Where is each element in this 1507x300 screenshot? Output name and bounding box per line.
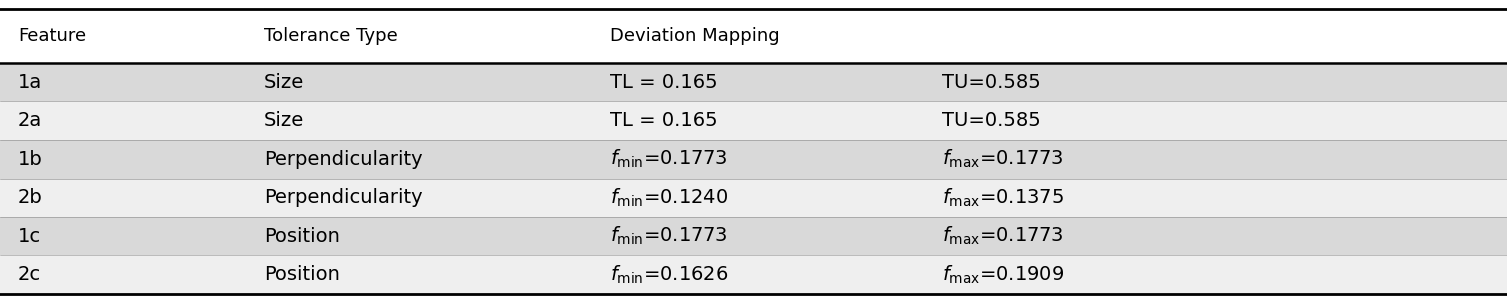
Text: Size: Size xyxy=(264,111,304,130)
Text: $f_{\rm max}$=0.1773: $f_{\rm max}$=0.1773 xyxy=(942,225,1064,248)
Bar xyxy=(0,9,1507,63)
Text: TU=0.585: TU=0.585 xyxy=(942,73,1041,92)
Bar xyxy=(0,217,1507,256)
Text: $f_{\rm min}$=0.1773: $f_{\rm min}$=0.1773 xyxy=(610,225,728,248)
Text: 1b: 1b xyxy=(18,150,42,169)
Bar xyxy=(0,256,1507,294)
Bar xyxy=(0,63,1507,101)
Bar xyxy=(0,101,1507,140)
Text: Feature: Feature xyxy=(18,27,86,45)
Text: TU=0.585: TU=0.585 xyxy=(942,111,1041,130)
Text: 2c: 2c xyxy=(18,265,41,284)
Text: Position: Position xyxy=(264,227,339,246)
Bar xyxy=(0,140,1507,178)
Text: Size: Size xyxy=(264,73,304,92)
Text: Tolerance Type: Tolerance Type xyxy=(264,27,398,45)
Text: $f_{\rm min}$=0.1773: $f_{\rm min}$=0.1773 xyxy=(610,148,728,170)
Text: TL = 0.165: TL = 0.165 xyxy=(610,111,717,130)
Text: 1a: 1a xyxy=(18,73,42,92)
Text: Perpendicularity: Perpendicularity xyxy=(264,188,422,207)
Text: $f_{\rm min}$=0.1240: $f_{\rm min}$=0.1240 xyxy=(610,187,728,209)
Text: 1c: 1c xyxy=(18,227,41,246)
Text: Perpendicularity: Perpendicularity xyxy=(264,150,422,169)
Text: TL = 0.165: TL = 0.165 xyxy=(610,73,717,92)
Text: 2b: 2b xyxy=(18,188,42,207)
Text: 2a: 2a xyxy=(18,111,42,130)
Text: $f_{\rm max}$=0.1773: $f_{\rm max}$=0.1773 xyxy=(942,148,1064,170)
Text: $f_{\rm max}$=0.1909: $f_{\rm max}$=0.1909 xyxy=(942,264,1064,286)
Bar xyxy=(0,178,1507,217)
Text: $f_{\rm max}$=0.1375: $f_{\rm max}$=0.1375 xyxy=(942,187,1064,209)
Text: Position: Position xyxy=(264,265,339,284)
Text: Deviation Mapping: Deviation Mapping xyxy=(610,27,781,45)
Text: $f_{\rm min}$=0.1626: $f_{\rm min}$=0.1626 xyxy=(610,264,729,286)
